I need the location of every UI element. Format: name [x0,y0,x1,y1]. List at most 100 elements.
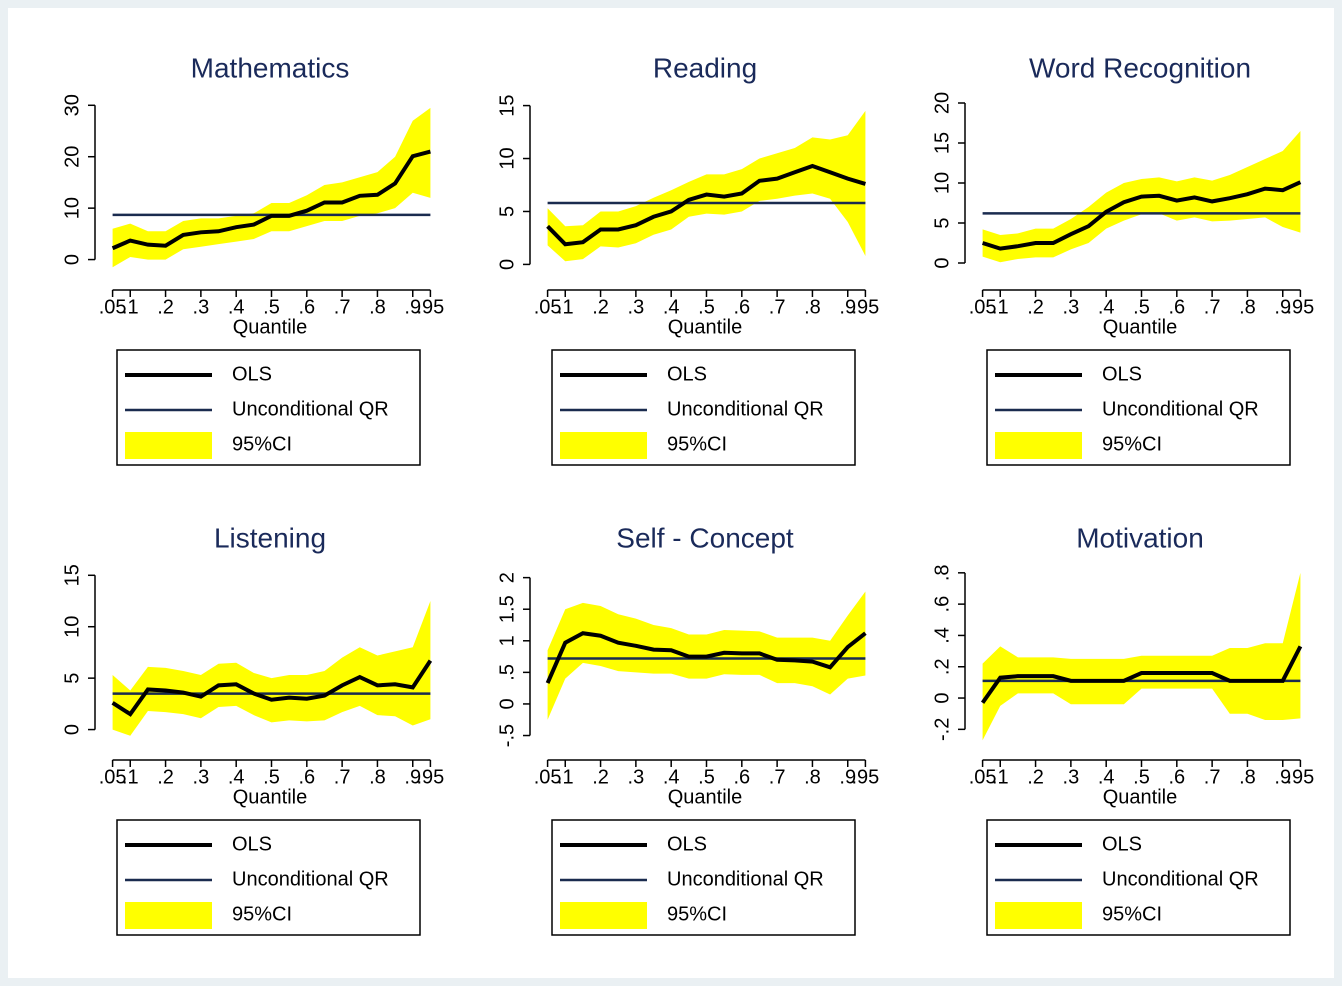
legend-label: Unconditional QR [667,868,824,890]
legend-label: 95%CI [1102,903,1162,925]
legend-label: OLS [232,363,272,385]
y-tick-label: 10 [496,147,518,169]
x-tick-label: .1 [122,766,139,788]
x-tick-label: .95 [417,296,445,318]
x-tick-label: .4 [228,766,245,788]
ols-line [111,659,433,717]
x-tick-label: .6 [733,296,750,318]
y-tick-label: 0 [61,724,83,735]
legend-label: Unconditional QR [232,398,389,420]
chart-title: Listening [214,522,326,553]
legend-label: Unconditional QR [1102,398,1259,420]
y-tick-label: 0 [496,698,518,709]
x-tick-label: .8 [1239,296,1256,318]
x-tick-label: .8 [1239,766,1256,788]
x-tick-label: .3 [628,766,645,788]
x-tick-label: .4 [1098,296,1115,318]
x-tick-label: .4 [663,296,680,318]
x-tick-label: .95 [417,766,445,788]
x-tick-label: .8 [369,766,386,788]
y-tick-label: 0 [61,254,83,265]
x-tick-label: .2 [157,296,174,318]
x-tick-label: .95 [852,766,880,788]
legend-label: 95%CI [232,433,292,455]
x-tick-label: .1 [122,296,139,318]
x-tick-label: .5 [1133,766,1150,788]
x-tick-label: .05 [969,296,997,318]
x-tick-label: .5 [263,766,280,788]
legend-label: 95%CI [232,903,292,925]
y-tick-label: 20 [61,146,83,168]
x-tick-label: .05 [99,296,127,318]
y-tick-label: .2 [931,658,953,675]
ols-line [980,645,1303,704]
ols-line [546,163,866,247]
x-tick-label: .95 [1287,766,1315,788]
x-tick-label: .7 [769,766,786,788]
legend-label: OLS [1102,833,1142,855]
y-tick-label: 0 [931,692,953,703]
ols-line [981,180,1302,251]
x-axis-label: Quantile [1103,786,1178,808]
x-tick-label: .4 [228,296,245,318]
legend-swatch [995,432,1082,459]
x-tick-label: .3 [1063,766,1080,788]
x-tick-label: .1 [557,766,574,788]
legend-label: 95%CI [667,433,727,455]
x-tick-label: .05 [534,296,562,318]
x-tick-label: .7 [1204,296,1221,318]
x-tick-label: .3 [193,766,210,788]
x-tick-label: .6 [298,766,315,788]
x-tick-label: .5 [263,296,280,318]
x-tick-label: .05 [99,766,127,788]
x-axis-label: Quantile [668,316,743,338]
y-tick-label: 0 [931,257,953,268]
legend-swatch [125,432,212,459]
y-tick-label: 5 [496,206,518,217]
y-tick-label: 5 [931,217,953,228]
chart-title: Reading [653,52,757,83]
legend-swatch [560,902,647,929]
x-tick-label: .95 [1287,296,1315,318]
x-tick-label: .05 [969,766,997,788]
x-tick-label: .7 [1204,766,1221,788]
legend-label: 95%CI [667,903,727,925]
x-tick-label: .9 [839,766,856,788]
legend-label: Unconditional QR [232,868,389,890]
x-tick-label: .7 [769,296,786,318]
x-tick-label: .1 [557,296,574,318]
x-tick-label: .3 [1063,296,1080,318]
y-tick-label: 0 [496,259,518,270]
plot-background [8,8,1334,978]
y-tick-label: 15 [61,564,83,586]
y-tick-label: -.2 [931,718,953,741]
chart-title: Motivation [1076,522,1204,553]
y-tick-label: 10 [61,197,83,219]
y-tick-label: .5 [496,664,518,681]
x-tick-label: .8 [804,296,821,318]
y-tick-label: .6 [931,596,953,613]
x-tick-label: .9 [839,296,856,318]
x-tick-label: .8 [369,296,386,318]
y-tick-label: 20 [931,92,953,114]
x-tick-label: .5 [698,296,715,318]
legend-label: 95%CI [1102,433,1162,455]
x-tick-label: .5 [1133,296,1150,318]
y-tick-label: 2 [496,572,518,583]
y-tick-label: .8 [931,564,953,581]
ci-band [547,110,866,262]
x-tick-label: .3 [193,296,210,318]
ci-band [112,601,431,736]
chart-title: Mathematics [191,52,350,83]
x-axis-label: Quantile [1103,316,1178,338]
x-tick-label: .2 [157,766,174,788]
legend-label: Unconditional QR [667,398,824,420]
x-tick-label: .2 [592,296,609,318]
legend-label: OLS [667,363,707,385]
legend-swatch [995,902,1082,929]
x-tick-label: .3 [628,296,645,318]
y-tick-label: 10 [61,616,83,638]
y-tick-label: 15 [931,132,953,154]
